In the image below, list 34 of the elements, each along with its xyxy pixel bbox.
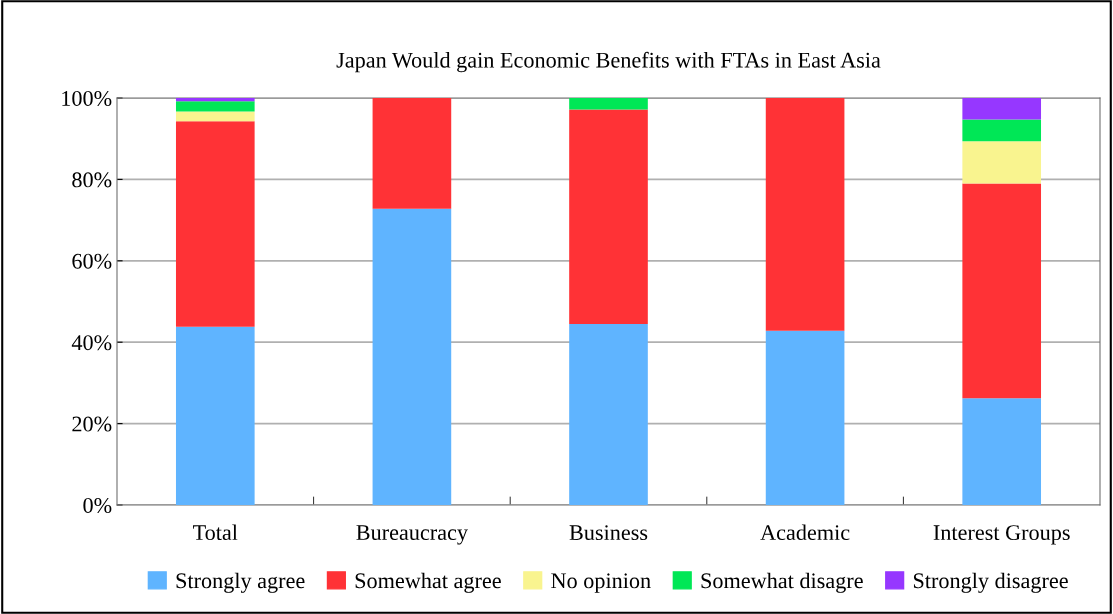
bar: [175, 326, 255, 505]
y-tick-label: 60%: [72, 253, 112, 269]
x-tick-label: Bureaucracy: [356, 525, 468, 545]
bar: [372, 208, 452, 505]
y-tick-label: 40%: [71, 335, 112, 351]
legend-label: Somewhat agree: [355, 572, 501, 593]
bar: [175, 111, 255, 122]
x-tick-label: Total: [193, 524, 238, 541]
bar: [569, 323, 648, 505]
bar: [962, 119, 1042, 142]
bar: [175, 98, 255, 102]
bar: [175, 101, 255, 112]
bar: [962, 141, 1042, 184]
bar: [569, 109, 648, 324]
x-tick-label: Academic: [760, 524, 850, 541]
legend-label: No opinion: [551, 573, 651, 593]
chart-title: Japan Would gain Economic Benefits with FTAs in East Asia: [336, 51, 881, 73]
y-tick-label: 20%: [72, 416, 112, 432]
x-tick-label: Business: [569, 525, 648, 541]
bar: [175, 121, 255, 327]
bar: [372, 98, 452, 209]
legend-label: Strongly disagree: [913, 572, 1068, 593]
legend-label: Strongly agree: [176, 572, 305, 593]
y-tick-label: 0%: [83, 497, 112, 513]
bar: [962, 183, 1042, 399]
bar: [569, 98, 648, 110]
bar: [765, 330, 845, 505]
y-tick-label: 80%: [72, 172, 112, 188]
x-tick-label: Interest Groups: [933, 525, 1070, 545]
bar: [962, 98, 1042, 120]
bar: [765, 98, 845, 331]
legend-label: Somewhat disagre: [701, 572, 863, 593]
y-tick-label: 100%: [62, 90, 112, 106]
bar: [962, 398, 1042, 505]
